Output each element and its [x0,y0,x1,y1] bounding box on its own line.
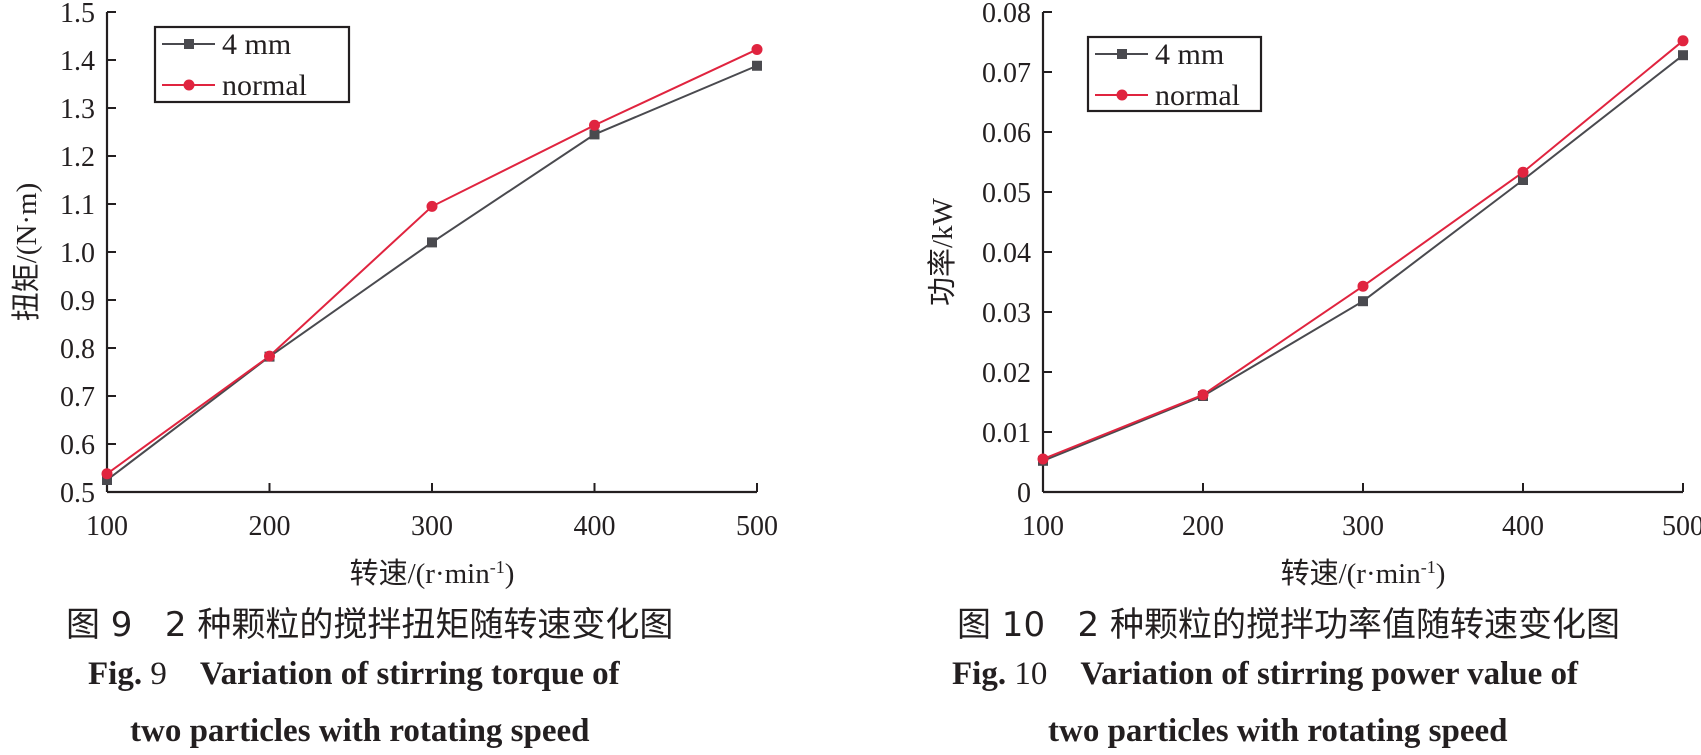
power-caption-en-line1: Fig. 10 Variation of stirring power valu… [952,656,1578,693]
torque-x-tick-label: 200 [249,511,291,542]
torque-data-point-normal [264,350,275,362]
power-series-markers [1037,35,1689,466]
power-series-line-4mm [1042,54,1684,462]
power-x-label-tail: ) [1436,558,1446,590]
power-y-tick-label: 0.06 [982,118,1031,149]
torque-x-label-sup: -1 [490,557,505,577]
power-y-tick-label: 0.07 [982,58,1031,89]
power-caption-en-title: Variation of stirring power value of [1080,656,1579,692]
torque-series-line-normal [106,48,758,475]
power-chart: 0 0.01 0.02 0.03 0.04 0.05 0.06 0.07 0.08 100 200… [926,0,1701,590]
torque-caption-cn-text: 2 种颗粒的搅拌扭矩随转速变化图 [164,605,674,645]
torque-y-tick-label: 0.5 [60,478,95,509]
power-x-axis-label: 转速/(r·min-1) [1281,557,1446,590]
power-data-point-4mm [1678,50,1688,61]
power-caption-cn-number: 图 10 [957,605,1046,645]
torque-legend: 4 mm normal [153,25,351,104]
power-y-tick-label: 0.01 [982,418,1031,449]
torque-series-markers [101,43,763,485]
power-x-label-sup: -1 [1421,557,1436,577]
torque-data-point-4mm [427,237,437,248]
power-legend: 4 mm normal [1086,35,1263,113]
torque-y-tick-label: 1.0 [60,238,95,269]
torque-y-tick-label: 0.6 [60,430,95,461]
power-x-tick-label: 100 [1022,511,1064,542]
power-y-tick-label: 0.02 [982,358,1031,389]
torque-x-tick-label: 500 [736,511,778,542]
power-legend-box [1086,35,1263,113]
power-caption-cn: 图 10 2 种颗粒的搅拌功率值随转速变化图 [957,597,1620,646]
torque-series-lines [106,48,758,481]
power-data-point-normal [1357,280,1369,292]
torque-series-line-4mm [106,64,758,481]
torque-y-ticks: 0.5 0.6 0.7 0.8 0.9 1.0 1.1 1.2 1.3 1.4 1.5 [60,0,116,509]
power-legend-label: 4 mm [1155,38,1224,71]
power-data-point-normal [1037,453,1049,465]
torque-data-point-4mm [589,129,600,140]
torque-caption-en-title: Variation of stirring torque of [199,656,620,692]
torque-x-ticks: 100 200 300 400 500 [86,483,778,542]
torque-legend-label: normal [222,69,307,102]
power-x-tick-label: 500 [1662,511,1701,542]
torque-y-tick-label: 0.9 [60,286,95,317]
torque-caption-en-line1: Fig. 9 Variation of stirring torque of [88,656,620,693]
power-caption-en-number: 10 [1014,656,1048,692]
power-data-point-4mm [1358,296,1368,307]
torque-data-point-normal [751,43,763,55]
power-y-tick-label: 0.03 [982,298,1031,329]
torque-legend-marker-circle [183,79,195,91]
torque-caption-cn-number: 图 9 [66,605,133,645]
power-y-axis-label: 功率/kW [926,197,959,306]
torque-y-tick-label: 0.7 [60,382,95,413]
power-x-tick-label: 200 [1182,511,1224,542]
torque-y-tick-label: 1.4 [60,46,95,77]
power-data-point-4mm [1518,175,1528,185]
power-y-ticks: 0 0.01 0.02 0.03 0.04 0.05 0.06 0.07 0.08 [982,0,1052,509]
power-data-point-normal [1197,389,1209,401]
power-legend-label: normal [1155,79,1240,112]
power-legend-marker-circle [1116,89,1128,101]
torque-y-axis-label: 扭矩/(N·m) [10,183,43,322]
torque-caption-en-number: 9 [150,656,167,692]
torque-caption-en-label: Fig. [88,656,143,692]
torque-x-label-tail: ) [505,558,515,590]
power-y-tick-label: 0.05 [982,178,1031,209]
torque-legend-label: 4 mm [222,28,291,61]
power-caption-cn-text: 2 种颗粒的搅拌功率值随转速变化图 [1077,605,1620,645]
torque-y-tick-label: 1.1 [60,190,95,221]
torque-x-tick-label: 300 [411,511,453,542]
power-data-point-normal [1517,166,1529,178]
torque-data-point-normal [101,468,113,480]
torque-y-tick-label: 1.5 [60,0,95,29]
power-caption-en-label: Fig. [952,656,1007,692]
torque-data-point-4mm [752,60,762,71]
torque-x-tick-label: 100 [86,511,128,542]
torque-chart: 0.5 0.6 0.7 0.8 0.9 1.0 1.1 1.2 1.3 1.4 1.5 100 200… [10,0,778,590]
power-y-tick-label: 0.08 [982,0,1031,29]
torque-x-tick-label: 400 [574,511,616,542]
power-x-tick-label: 300 [1342,511,1384,542]
torque-y-tick-label: 1.3 [60,94,95,125]
torque-data-point-normal [426,200,438,212]
torque-data-point-4mm [102,475,112,485]
torque-caption-cn: 图 9 2 种颗粒的搅拌扭矩随转速变化图 [66,597,673,646]
torque-y-tick-label: 0.8 [60,334,95,365]
torque-caption-en-line2: two particles with rotating speed [130,713,590,749]
torque-y-tick-label: 1.2 [60,142,95,173]
power-legend-marker-square [1117,49,1127,59]
power-x-ticks: 100 200 300 400 500 [1022,483,1701,542]
power-data-point-normal [1677,35,1689,47]
torque-legend-marker-square [184,39,194,49]
power-y-tick-label: 0 [1017,478,1031,509]
torque-x-label-main: 转速/(r·min [350,557,491,590]
torque-data-point-normal [589,119,600,131]
power-x-tick-label: 400 [1502,511,1544,542]
power-y-tick-label: 0.04 [982,238,1031,269]
power-x-label-main: 转速/(r·min [1281,557,1422,590]
torque-x-axis-label: 转速/(r·min-1) [350,557,515,590]
power-caption-en-line2: two particles with rotating speed [1048,713,1508,749]
